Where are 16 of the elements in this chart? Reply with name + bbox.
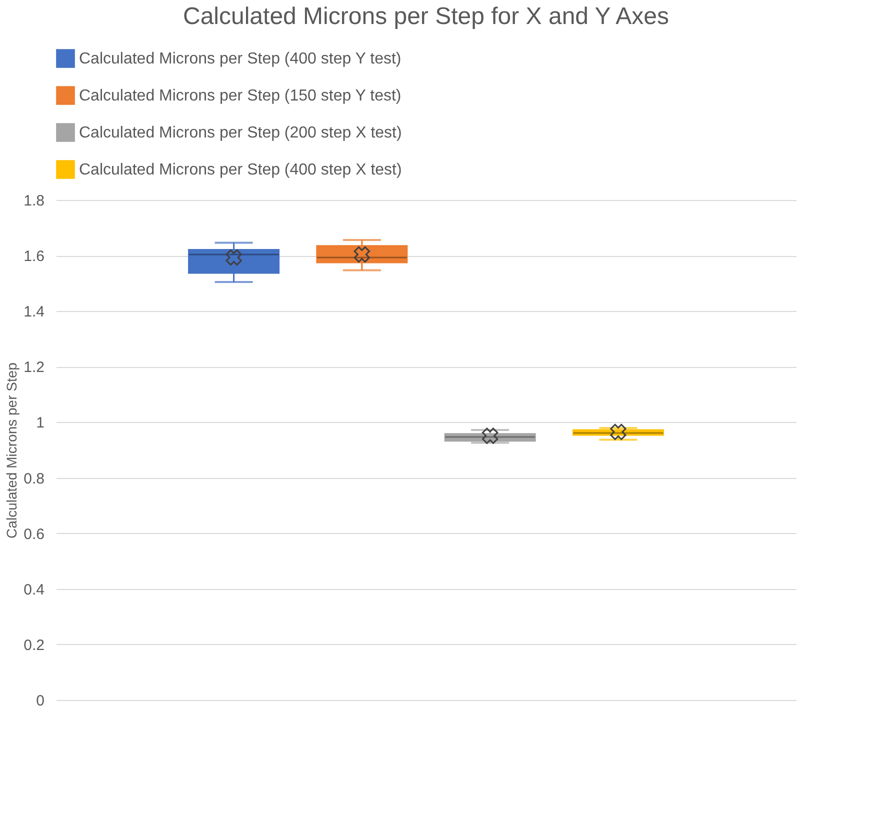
y-tick-label: 0.2 (24, 636, 44, 654)
y-tick-label: 1 (36, 414, 44, 432)
y-tick-label: 1.6 (24, 248, 44, 266)
y-tick-label: 0.8 (24, 470, 44, 488)
y-tick-label: 0.6 (24, 526, 44, 543)
legend-label: Calculated Microns per Step (400 step Y test) (79, 50, 402, 68)
y-tick-label: 1.2 (24, 359, 44, 376)
y-tick-label: 1.4 (24, 304, 44, 321)
y-tick-label: 0 (36, 692, 44, 710)
y-tick-label: 0.4 (24, 581, 44, 598)
y-tick-label: 1.8 (24, 192, 44, 210)
legend-label: Calculated Microns per Step (400 step X test) (79, 162, 402, 178)
legend-label: Calculated Microns per Step (200 step X test) (79, 124, 402, 142)
chart-title: Calculated Microns per Step for X and Y Axes (182, 3, 670, 30)
y-axis-title: Calculated Microns per Step (4, 362, 20, 538)
legend-label: Calculated Microns per Step (150 step Y test) (79, 88, 402, 104)
